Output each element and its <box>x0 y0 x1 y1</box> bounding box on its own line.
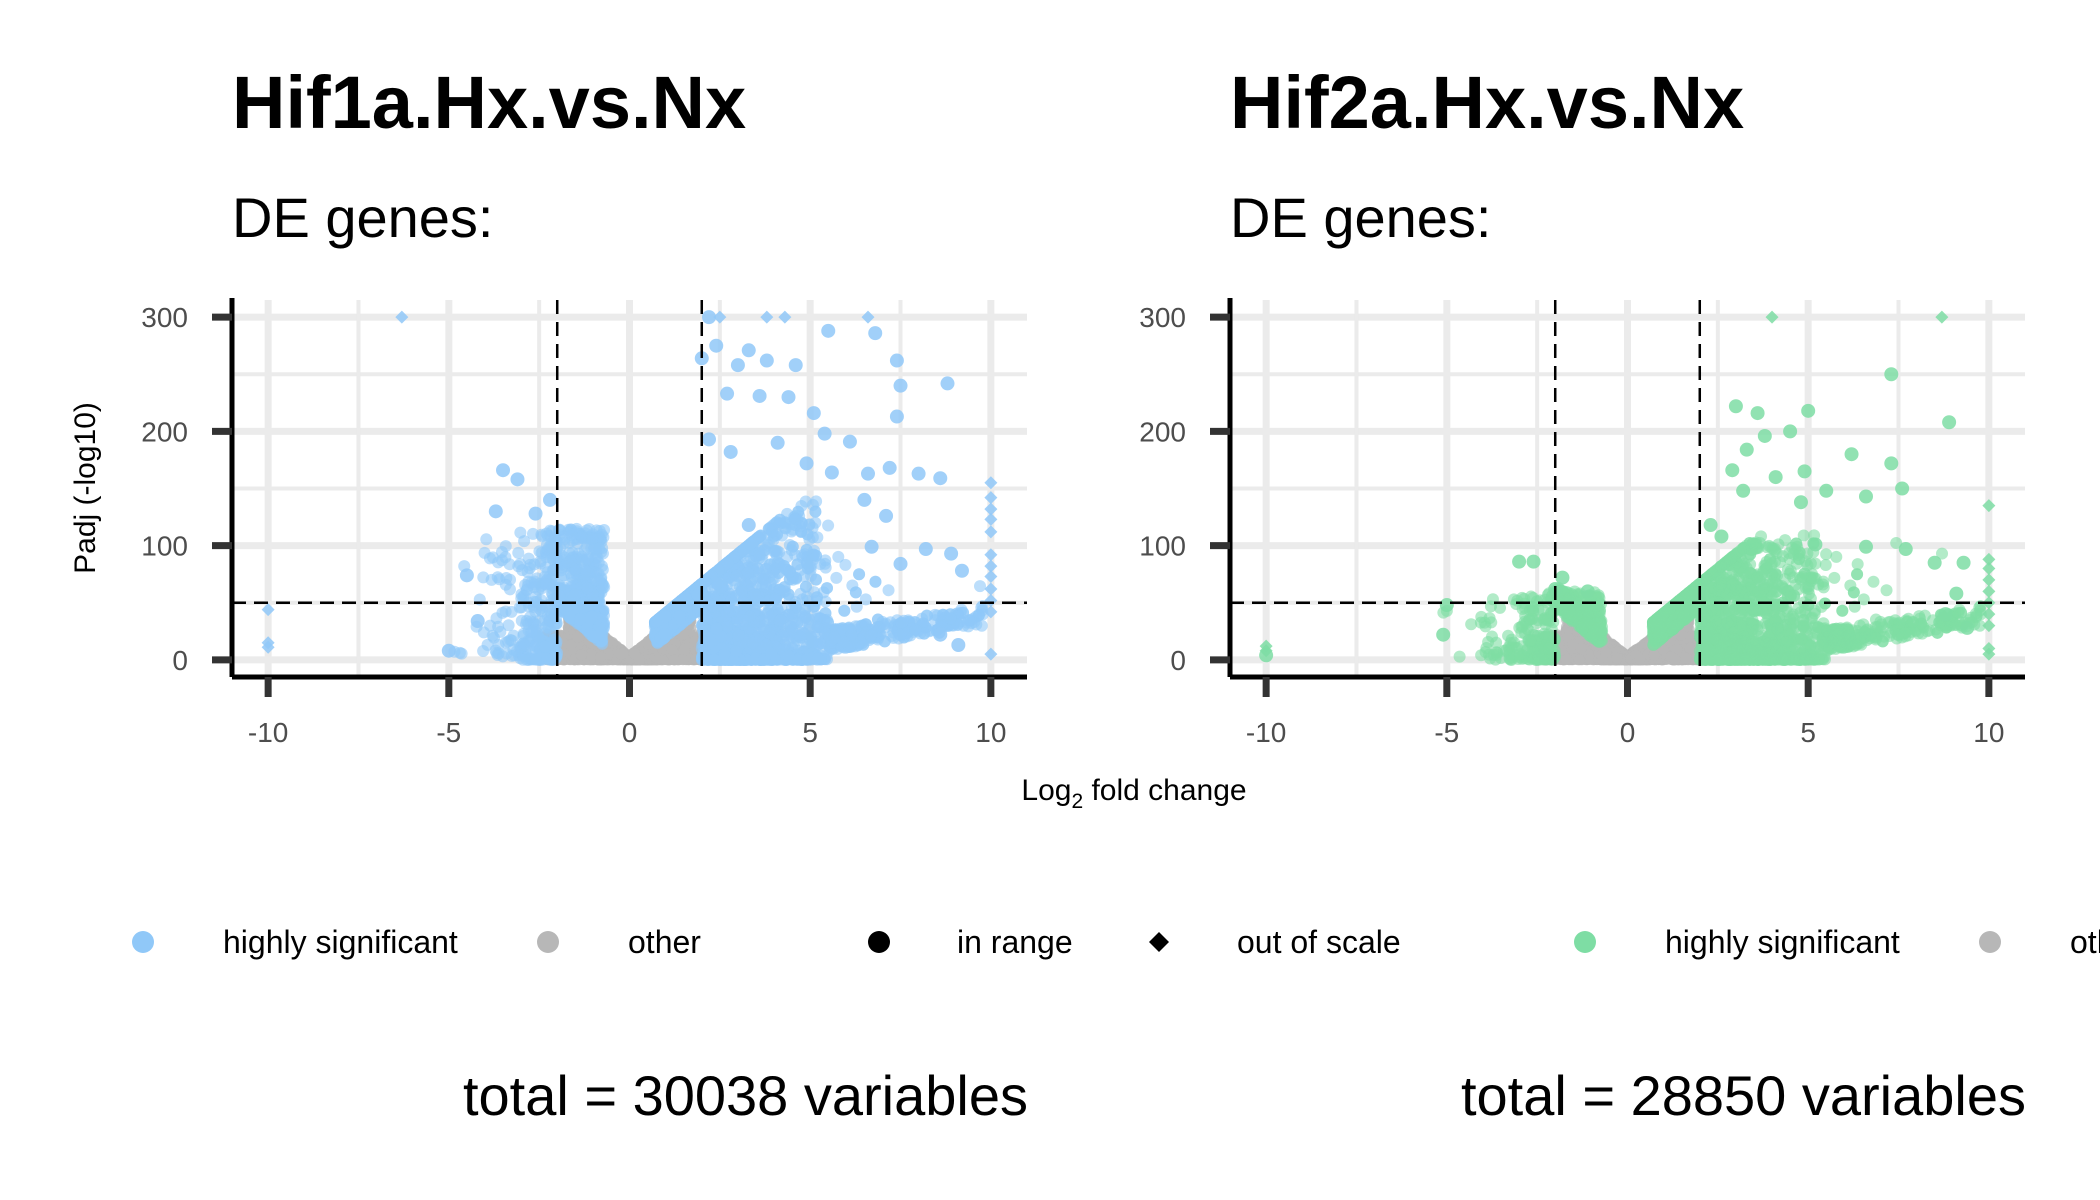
panel1-subtitle: DE genes: <box>232 186 494 249</box>
point-significant <box>819 561 832 574</box>
point-other <box>633 654 645 666</box>
point-other <box>595 651 607 663</box>
point-significant <box>830 571 843 584</box>
point-significant <box>810 495 823 508</box>
point-significant <box>822 519 835 532</box>
point-significant <box>832 550 845 563</box>
point-significant <box>973 580 986 593</box>
point-other <box>653 653 665 665</box>
panel2-title: Hif2a.Hx.vs.Nx <box>1230 61 1745 144</box>
point-significant <box>882 584 895 597</box>
point-other <box>576 649 588 661</box>
point-other <box>666 644 678 656</box>
point-significant <box>799 495 812 508</box>
point-other <box>677 654 689 666</box>
point-other <box>615 648 627 660</box>
point-other <box>572 631 584 643</box>
panel1-points <box>261 310 998 666</box>
panel1-title: Hif1a.Hx.vs.Nx <box>232 61 747 144</box>
panel2-subtitle: DE genes: <box>1230 186 1492 249</box>
